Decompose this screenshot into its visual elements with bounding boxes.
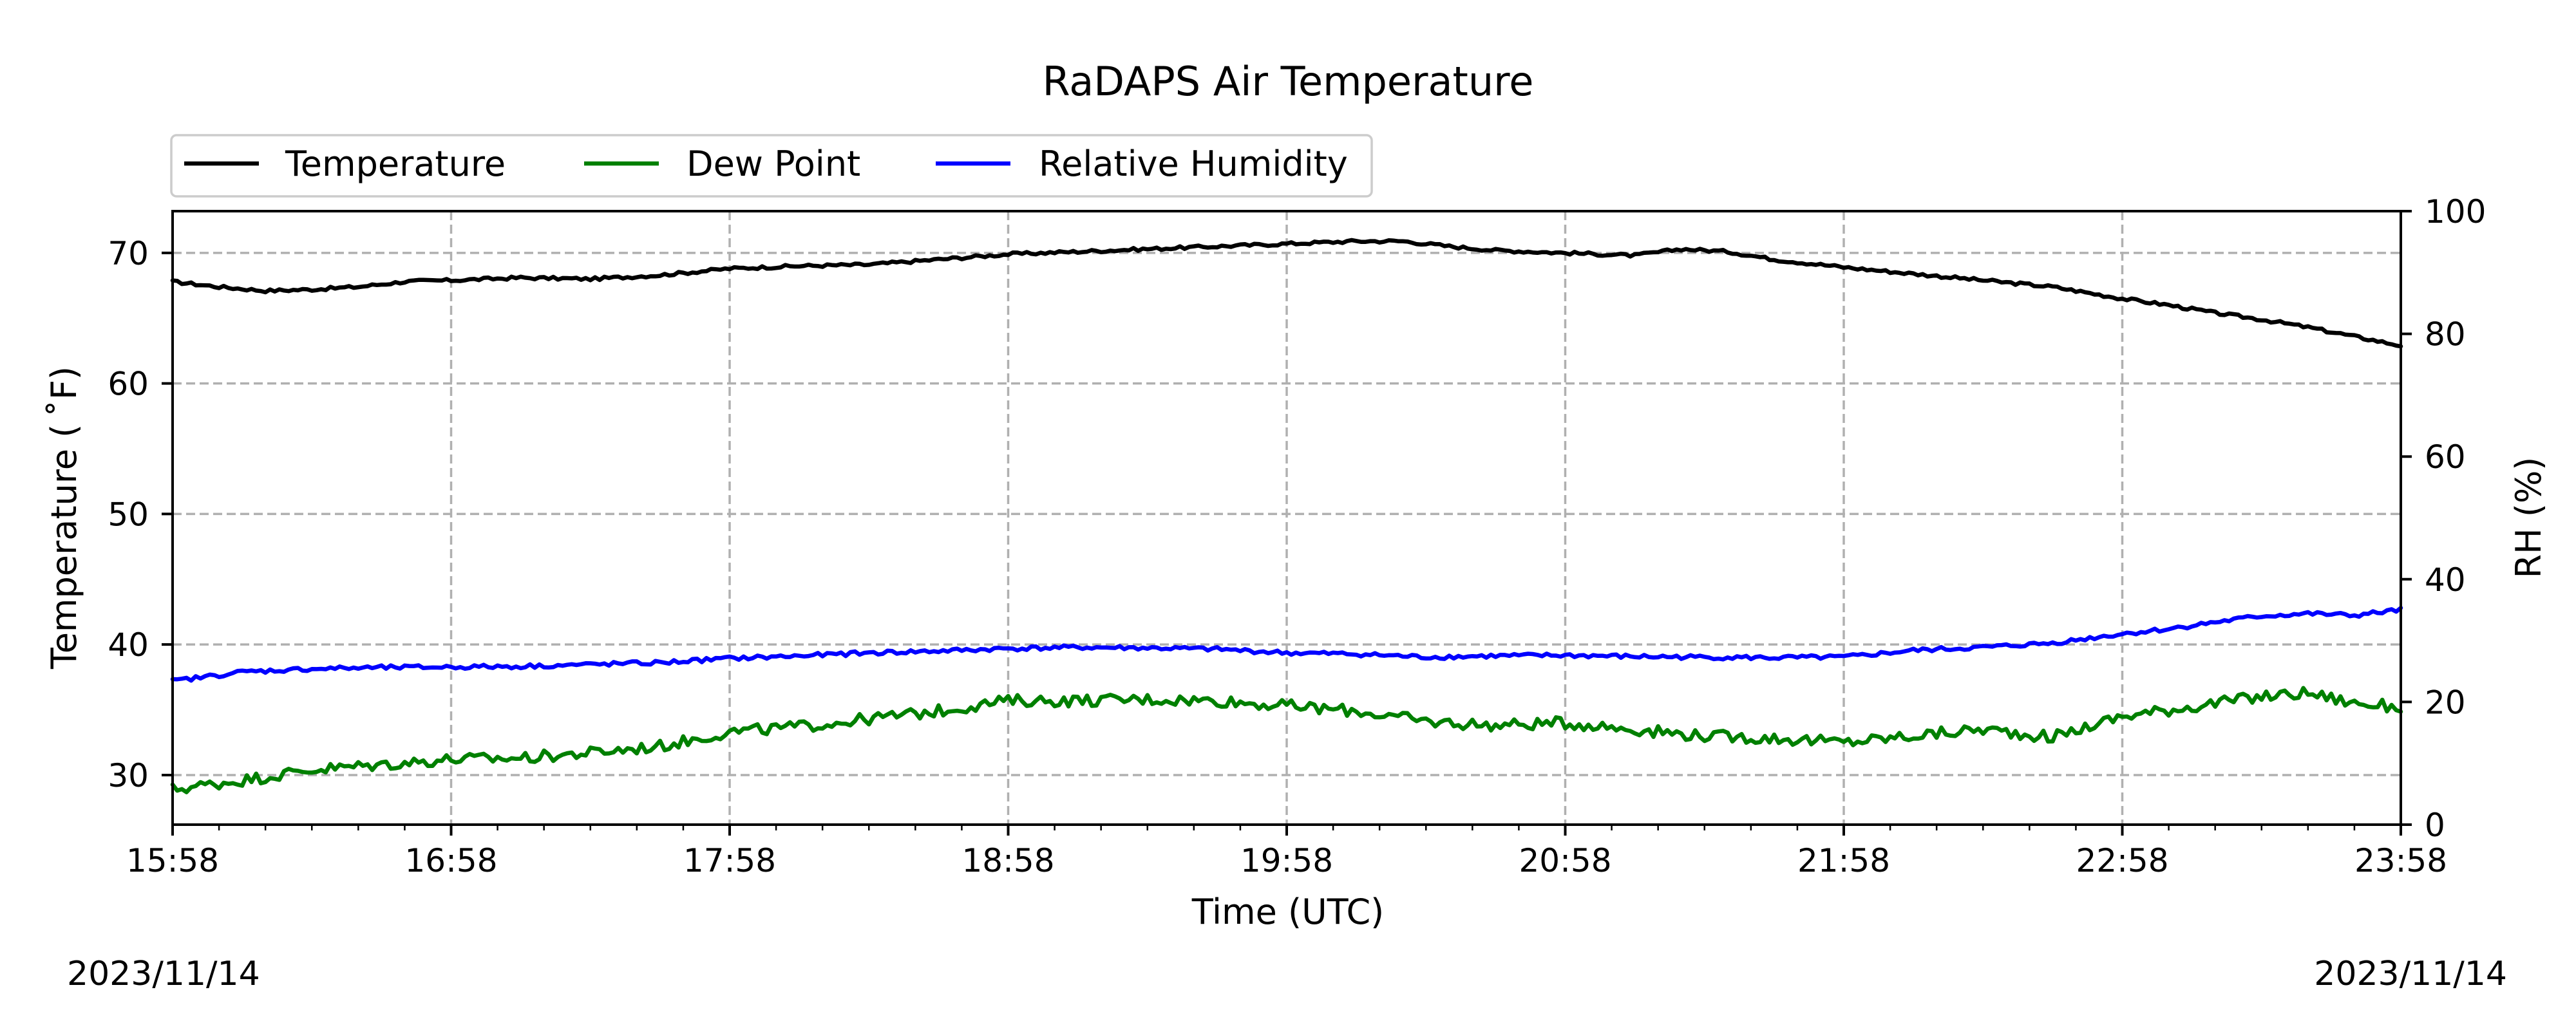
y-tick-label: 40 (108, 626, 149, 664)
x-tick-label: 19:58 (1240, 842, 1333, 879)
x-tick-label: 21:58 (1797, 842, 1890, 879)
series-line-temperature (170, 238, 2403, 349)
x-tick-label: 18:58 (961, 842, 1054, 879)
x-tick-label: 15:58 (126, 842, 219, 879)
series-line-dew-point (170, 686, 2403, 794)
x-tick-label: 23:58 (2354, 842, 2447, 879)
y2-tick-label: 20 (2425, 684, 2466, 721)
chart-title: RaDAPS Air Temperature (1043, 58, 1534, 105)
series-lines (170, 238, 2403, 794)
x-tick-label: 17:58 (683, 842, 776, 879)
x-axis-title: Time (UTC) (1191, 892, 1385, 932)
x-tick-label: 20:58 (1519, 842, 1611, 879)
legend-label-dew-point: Dew Point (687, 144, 860, 184)
legend-label-temperature: Temperature (285, 144, 506, 184)
y2-tick-label: 60 (2425, 438, 2466, 476)
legend-frame (170, 134, 1373, 198)
y-tick-label: 50 (108, 496, 149, 533)
x-tick-label: 16:58 (404, 842, 497, 879)
axes: 15:58 16:58 17:58 18:58 19:58 20:58 21:58 22:58… (108, 193, 2486, 879)
end-date-label: 2023/11/14 (2314, 955, 2507, 993)
y-tick-label: 30 (108, 757, 149, 794)
legend: Temperature Dew Point Relative Humidity (170, 134, 1373, 198)
x-tick-label: 22:58 (2076, 842, 2168, 879)
grid-lines (171, 211, 2402, 825)
y-tick-label: 60 (108, 366, 149, 403)
series-line-relative-humidity (170, 606, 2403, 683)
legend-label-relative-humidity: Relative Humidity (1039, 144, 1348, 184)
y-tick-label: 70 (108, 235, 149, 272)
y2-tick-label: 80 (2425, 316, 2466, 353)
y2-axis-title: RH (%) (2508, 457, 2549, 579)
y-axis-title: Temperature ( ˚F) (44, 366, 84, 670)
start-date-label: 2023/11/14 (67, 955, 260, 993)
y2-tick-label: 0 (2425, 807, 2445, 844)
y2-tick-label: 100 (2425, 193, 2486, 230)
y2-tick-label: 40 (2425, 561, 2466, 599)
